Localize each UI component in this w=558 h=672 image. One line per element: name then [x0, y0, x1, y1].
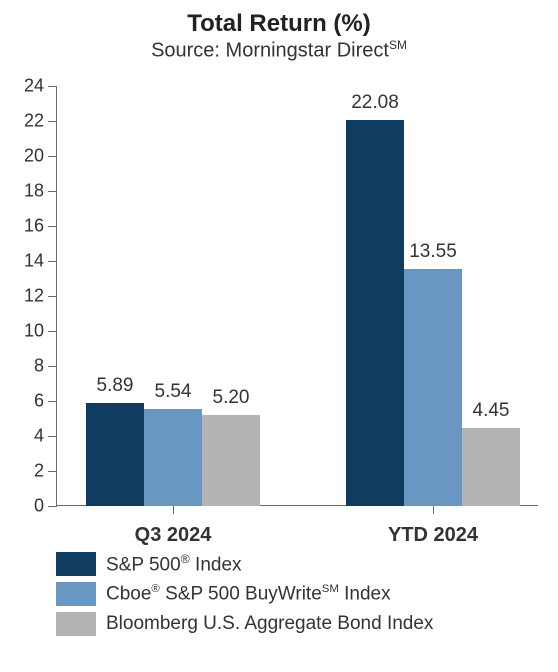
- bar-value-label: 13.55: [409, 241, 457, 263]
- chart-title: Total Return (%): [0, 0, 558, 38]
- y-axis: [56, 86, 57, 507]
- legend-label: S&P 500® Index: [106, 552, 242, 576]
- bar-value-label: 5.20: [213, 387, 250, 409]
- y-tick: [48, 401, 56, 402]
- legend-item: Bloomberg U.S. Aggregate Bond Index: [56, 612, 433, 636]
- plot-area: 0246810121416182022245.895.545.20Q3 2024…: [56, 86, 538, 506]
- bar: [462, 428, 520, 506]
- bar-value-label: 4.45: [473, 400, 510, 422]
- bar: [86, 403, 144, 506]
- y-tick: [48, 506, 56, 507]
- y-tick-label: 14: [24, 251, 44, 272]
- y-tick-label: 16: [24, 216, 44, 237]
- y-tick: [48, 366, 56, 367]
- legend-item: Cboe® S&P 500 BuyWriteSM Index: [56, 582, 433, 606]
- y-tick: [48, 296, 56, 297]
- bar: [202, 415, 260, 506]
- y-tick: [48, 121, 56, 122]
- y-tick: [48, 261, 56, 262]
- legend-item: S&P 500® Index: [56, 552, 433, 576]
- y-tick: [48, 226, 56, 227]
- y-tick: [48, 471, 56, 472]
- bar-value-label: 5.54: [155, 381, 192, 403]
- total-return-chart: Total Return (%) Source: Morningstar Dir…: [0, 0, 558, 672]
- y-tick: [48, 191, 56, 192]
- bar: [404, 269, 462, 506]
- bar-value-label: 22.08: [351, 92, 399, 114]
- x-tick: [433, 506, 434, 514]
- y-tick-label: 8: [34, 356, 44, 377]
- y-tick: [48, 436, 56, 437]
- legend-label: Bloomberg U.S. Aggregate Bond Index: [106, 613, 433, 635]
- legend: S&P 500® Index Cboe® S&P 500 BuyWriteSM I…: [56, 552, 433, 642]
- legend-swatch: [56, 552, 96, 576]
- y-tick-label: 4: [34, 426, 44, 447]
- y-tick-label: 10: [24, 321, 44, 342]
- y-tick: [48, 86, 56, 87]
- y-tick-label: 6: [34, 391, 44, 412]
- chart-subtitle: Source: Morningstar DirectSM: [0, 38, 558, 63]
- y-tick-label: 18: [24, 181, 44, 202]
- legend-swatch: [56, 582, 96, 606]
- category-label: YTD 2024: [388, 524, 478, 547]
- y-tick: [48, 156, 56, 157]
- y-tick-label: 2: [34, 461, 44, 482]
- legend-swatch: [56, 612, 96, 636]
- chart-subtitle-sup: SM: [389, 38, 407, 52]
- chart-subtitle-text: Source: Morningstar Direct: [151, 40, 389, 62]
- legend-label: Cboe® S&P 500 BuyWriteSM Index: [106, 583, 391, 605]
- bar: [144, 409, 202, 506]
- x-tick: [173, 506, 174, 514]
- y-tick-label: 0: [34, 496, 44, 517]
- category-label: Q3 2024: [135, 524, 212, 547]
- y-tick-label: 12: [24, 286, 44, 307]
- y-tick-label: 20: [24, 146, 44, 167]
- y-tick: [48, 331, 56, 332]
- y-tick-label: 22: [24, 111, 44, 132]
- bar-value-label: 5.89: [97, 375, 134, 397]
- bar: [346, 120, 404, 506]
- y-tick-label: 24: [24, 76, 44, 97]
